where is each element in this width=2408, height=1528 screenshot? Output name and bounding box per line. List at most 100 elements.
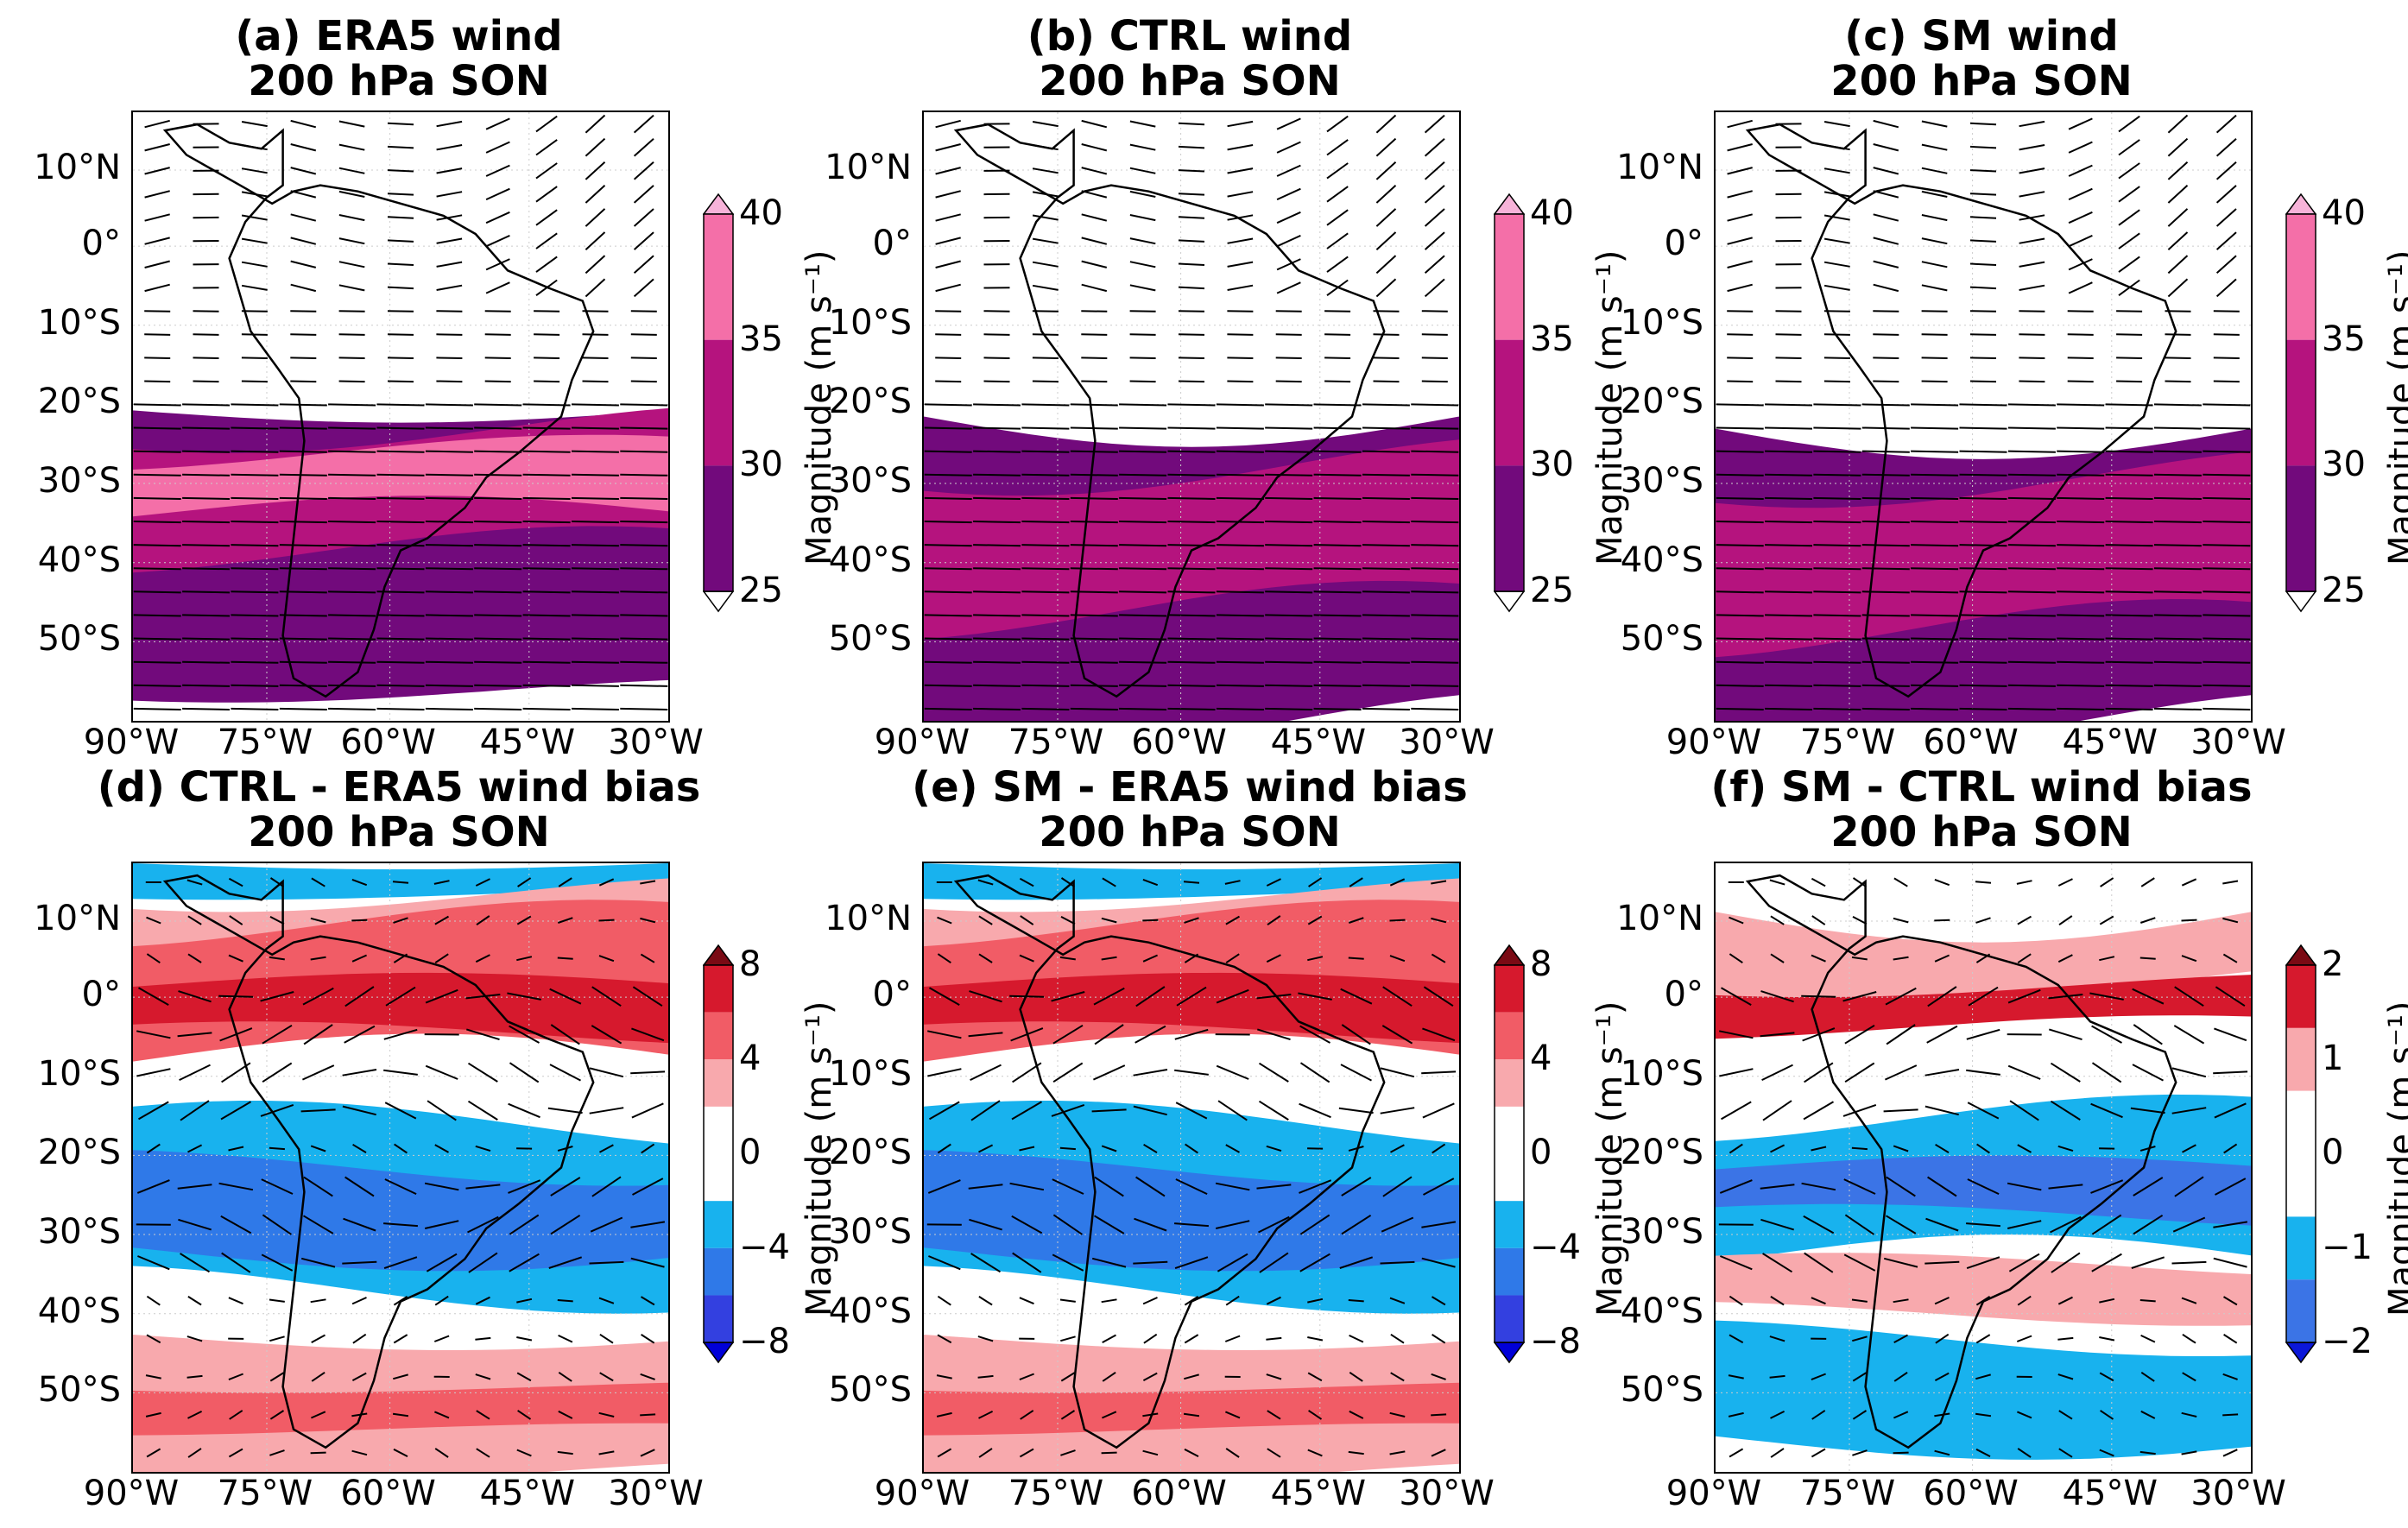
lon-label: 90°W — [874, 1474, 970, 1513]
wind-vector — [376, 450, 425, 453]
wind-vector — [2057, 684, 2105, 687]
wind-vector — [978, 1144, 994, 1153]
wind-vector — [384, 1102, 417, 1120]
wind-vector — [1265, 567, 1313, 571]
wind-vector — [328, 567, 376, 571]
wind-vector — [2182, 1144, 2196, 1153]
coastline — [953, 123, 1386, 698]
wind-vector — [633, 278, 654, 298]
wind-vector — [1299, 1025, 1330, 1044]
wind-vector — [928, 1255, 961, 1271]
wind-vector — [474, 496, 522, 500]
wind-vector — [1423, 1178, 1455, 1196]
wind-vector — [177, 1184, 212, 1190]
panel-title-c: (c) SM wind 200 hPa SON — [1593, 14, 2370, 104]
wind-vector — [467, 1062, 498, 1083]
wind-vector — [1174, 1069, 1209, 1076]
wind-vector — [1081, 260, 1108, 268]
wind-vector — [310, 1145, 326, 1152]
wind-vector — [425, 567, 473, 571]
wind-vector — [1307, 1298, 1324, 1304]
wind-vector — [1421, 1070, 1457, 1075]
wind-vector — [1313, 684, 1362, 687]
wind-vector — [1935, 1143, 1950, 1153]
lat-label: 10°N — [1616, 898, 1703, 938]
wind-vector — [929, 987, 960, 1006]
wind-vector — [137, 1255, 170, 1271]
colorbar-svg — [702, 944, 735, 1364]
wind-vector — [571, 707, 619, 710]
wind-vector — [1411, 521, 1459, 524]
wind-vector — [1729, 953, 1743, 964]
wind-vector — [393, 917, 408, 924]
title-line-2: 200 hPa SON — [1039, 57, 1341, 105]
wind-vector — [1721, 987, 1752, 1006]
lon-label: 75°W — [1799, 1474, 1896, 1513]
wind-vector — [1225, 1295, 1240, 1306]
wind-vector — [1167, 567, 1216, 571]
wind-vector — [2213, 1070, 2248, 1075]
wind-vector — [2067, 310, 2094, 313]
wind-vector — [973, 660, 1021, 664]
title-line-1: (f) SM - CTRL wind bias — [1710, 763, 2253, 811]
wind-vectors — [924, 114, 1459, 710]
panel-title-f: (f) SM - CTRL wind bias 200 hPa SON — [1593, 765, 2370, 855]
wind-vector — [620, 567, 668, 571]
wind-vector — [1424, 114, 1445, 134]
wind-vector — [182, 660, 231, 664]
wind-vector — [1348, 1299, 1364, 1303]
wind-vector — [1265, 707, 1313, 710]
wind-vector — [1716, 426, 1764, 430]
wind-vector — [535, 139, 558, 156]
wind-vector — [310, 1451, 326, 1455]
wind-vector — [973, 567, 1021, 571]
wind-vector — [424, 1220, 459, 1229]
wind-vector — [434, 953, 449, 964]
wind-vector — [1135, 1176, 1166, 1197]
coastline — [953, 874, 1386, 1449]
wind-vector — [338, 310, 365, 313]
wind-vector — [1012, 1252, 1042, 1273]
wind-vector — [550, 1024, 580, 1045]
wind-vector — [1921, 237, 1948, 245]
wind-vector — [376, 707, 425, 710]
wind-vector — [1020, 915, 1034, 925]
wind-vector — [1227, 333, 1254, 336]
wind-vector — [558, 877, 572, 887]
wind-vector — [146, 953, 161, 964]
colorbar-segment — [704, 465, 733, 591]
wind-vector — [2215, 278, 2237, 298]
wind-vector — [1883, 1108, 1918, 1113]
wind-vector — [310, 1298, 326, 1304]
lat-label: 20°S — [828, 1133, 912, 1173]
colorbar-tick: 40 — [1530, 193, 1574, 233]
wind-vector — [2213, 310, 2240, 313]
wind-vector — [1267, 915, 1281, 926]
wind-vector — [2016, 880, 2032, 885]
shaded-band — [1716, 1320, 2251, 1460]
wind-vector — [220, 1101, 252, 1121]
map-canvas — [924, 863, 1459, 1472]
wind-vector — [310, 917, 326, 924]
wind-vector — [1411, 567, 1459, 571]
wind-vector — [328, 521, 376, 524]
wind-vector — [144, 213, 170, 222]
colorbar-segment — [1495, 964, 1524, 1013]
wind-vector — [476, 915, 490, 926]
wind-vector — [1431, 917, 1447, 924]
wind-vector — [376, 521, 425, 524]
wind-vector — [1119, 544, 1167, 547]
wind-vector — [328, 614, 376, 617]
colorbar-tick: 8 — [739, 944, 762, 984]
wind-vector — [1893, 1371, 1908, 1382]
wind-vector — [1266, 878, 1281, 887]
wind-vector — [1844, 1024, 1875, 1045]
wind-vector — [2215, 255, 2237, 274]
wind-vector — [2007, 660, 2056, 664]
wind-vector — [1411, 590, 1459, 594]
wind-vector — [2057, 473, 2105, 477]
wind-vector — [260, 991, 294, 1002]
wind-vector — [1129, 120, 1156, 128]
wind-vector — [516, 1336, 533, 1342]
wind-vector — [1119, 590, 1167, 594]
